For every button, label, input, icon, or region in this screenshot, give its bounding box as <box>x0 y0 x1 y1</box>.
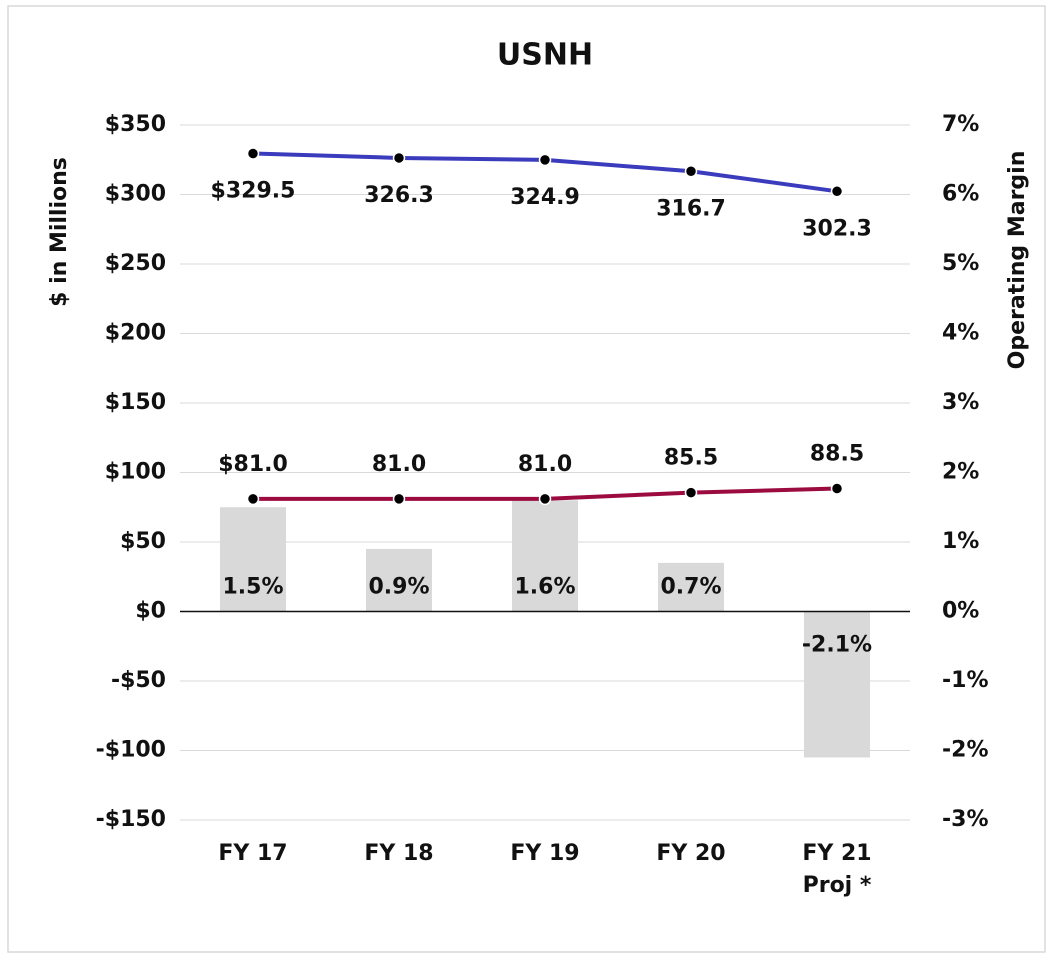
y2-tick-label: 2% <box>942 460 979 485</box>
y2-tick-label: 1% <box>942 529 979 554</box>
line-value-label: 81.0 <box>372 452 426 477</box>
y-axis-label: $ in Millions <box>47 157 72 307</box>
line-value-label: 316.7 <box>656 196 726 221</box>
x-tick-label: FY 18 <box>364 841 434 866</box>
y-tick-label: $50 <box>120 529 166 554</box>
x-tick-label: FY 17 <box>218 841 288 866</box>
line-point <box>830 185 844 198</box>
bar <box>658 562 724 612</box>
x-tick-label: FY 20 <box>656 841 726 866</box>
y2-tick-label: 4% <box>942 321 979 346</box>
line-value-label: 324.9 <box>510 185 580 210</box>
bar-value-label: -2.1% <box>802 633 872 658</box>
line-point <box>684 165 698 178</box>
line-value-label: 326.3 <box>364 183 434 208</box>
chart-title: USNH <box>497 38 593 73</box>
y-tick-label: -$100 <box>96 738 166 763</box>
line-value-label: $329.5 <box>211 178 296 203</box>
y2-tick-label: 0% <box>942 599 979 624</box>
y-tick-label: $350 <box>105 112 166 137</box>
x-tick-label: FY 21 Proj * <box>802 841 872 898</box>
bar-value-label: 0.7% <box>660 575 721 600</box>
y2-tick-label: -2% <box>942 738 988 763</box>
bar <box>220 507 286 612</box>
chart-frame <box>7 5 1046 953</box>
line-value-label: 302.3 <box>802 216 872 241</box>
y-tick-label: $0 <box>135 599 166 624</box>
y2-tick-label: -1% <box>942 668 988 693</box>
bar-value-label: 0.9% <box>368 575 429 600</box>
x-tick-label: FY 19 <box>510 841 580 866</box>
line-point <box>392 492 406 506</box>
line-value-label: 85.5 <box>664 446 718 471</box>
bar <box>366 548 432 612</box>
y-tick-label: -$50 <box>111 668 166 693</box>
y2-tick-label: 5% <box>942 251 979 276</box>
line-point <box>246 492 260 506</box>
line-point <box>538 492 552 506</box>
y2-tick-label: 6% <box>942 182 979 207</box>
line-point <box>246 147 260 160</box>
line-point <box>392 151 406 165</box>
line-value-label: 88.5 <box>810 441 864 466</box>
y-tick-label: $150 <box>105 390 166 415</box>
y2-axis-label: Operating Margin <box>1005 151 1030 370</box>
y-tick-label: $300 <box>105 182 166 207</box>
bar-value-label: 1.6% <box>514 575 575 600</box>
y-tick-label: -$150 <box>96 807 166 832</box>
bar-value-label: 1.5% <box>222 575 283 600</box>
y-tick-label: $250 <box>105 251 166 276</box>
line-point <box>830 482 844 495</box>
line-point <box>538 153 552 167</box>
bar <box>804 611 870 758</box>
y2-tick-label: -3% <box>942 807 988 832</box>
y2-tick-label: 7% <box>942 112 979 137</box>
y-tick-label: $200 <box>105 321 166 346</box>
line-value-label: 81.0 <box>518 452 572 477</box>
y-tick-label: $100 <box>105 460 166 485</box>
y2-tick-label: 3% <box>942 390 979 415</box>
bar <box>512 500 578 612</box>
line-value-label: $81.0 <box>218 452 288 477</box>
line-point <box>684 486 698 499</box>
